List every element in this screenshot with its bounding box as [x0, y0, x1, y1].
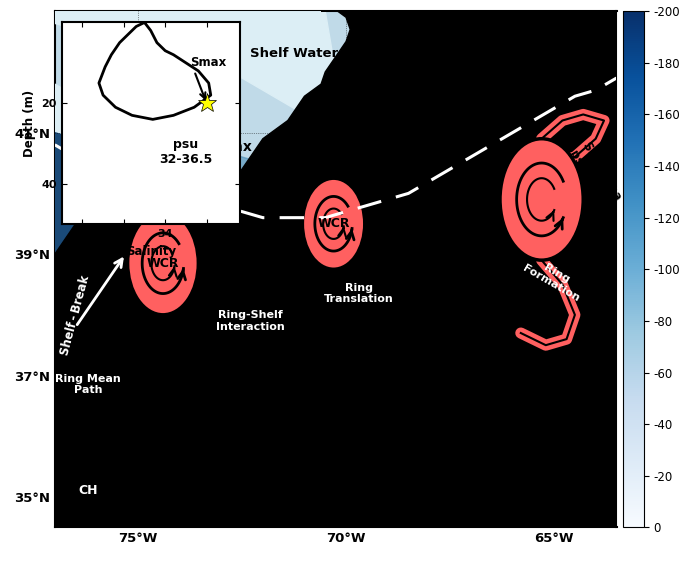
Text: Smax: Smax — [209, 140, 251, 154]
Polygon shape — [55, 102, 616, 388]
Circle shape — [127, 211, 199, 315]
Polygon shape — [55, 102, 616, 315]
Polygon shape — [55, 11, 346, 211]
Text: WCR: WCR — [147, 257, 179, 270]
Polygon shape — [55, 375, 129, 527]
Text: Gulf Stream: Gulf Stream — [232, 378, 336, 410]
Polygon shape — [55, 11, 616, 527]
Polygon shape — [55, 278, 616, 479]
Polygon shape — [55, 11, 616, 194]
Text: Ring
Translation: Ring Translation — [323, 283, 393, 305]
Text: Smax: Smax — [190, 56, 226, 70]
Polygon shape — [113, 224, 142, 260]
Text: Ring-Shelf
Interaction: Ring-Shelf Interaction — [216, 310, 285, 332]
Text: Shelf - Break: Shelf - Break — [59, 273, 92, 356]
Text: psu
32-36.5: psu 32-36.5 — [160, 137, 212, 165]
Text: Shelf Water psu 31-33: Shelf Water psu 31-33 — [250, 47, 417, 60]
Polygon shape — [55, 11, 616, 218]
Text: Sargasso Sea
psu 36-37: Sargasso Sea psu 36-37 — [309, 457, 425, 489]
Text: Slope Sea
psu 33-36: Slope Sea psu 33-36 — [567, 140, 624, 210]
Circle shape — [302, 178, 365, 269]
Text: Ring
Formation: Ring Formation — [521, 253, 587, 304]
Text: GB: GB — [501, 71, 523, 85]
Y-axis label: Depth (m): Depth (m) — [23, 90, 36, 157]
Text: CH: CH — [78, 484, 98, 498]
Polygon shape — [55, 345, 616, 527]
Text: Shelf-Break: Shelf-Break — [441, 81, 501, 148]
X-axis label: Salinity: Salinity — [125, 245, 176, 258]
Text: Ring Mean
Path: Ring Mean Path — [55, 374, 121, 396]
Circle shape — [500, 139, 583, 260]
Text: WCR: WCR — [317, 217, 350, 230]
